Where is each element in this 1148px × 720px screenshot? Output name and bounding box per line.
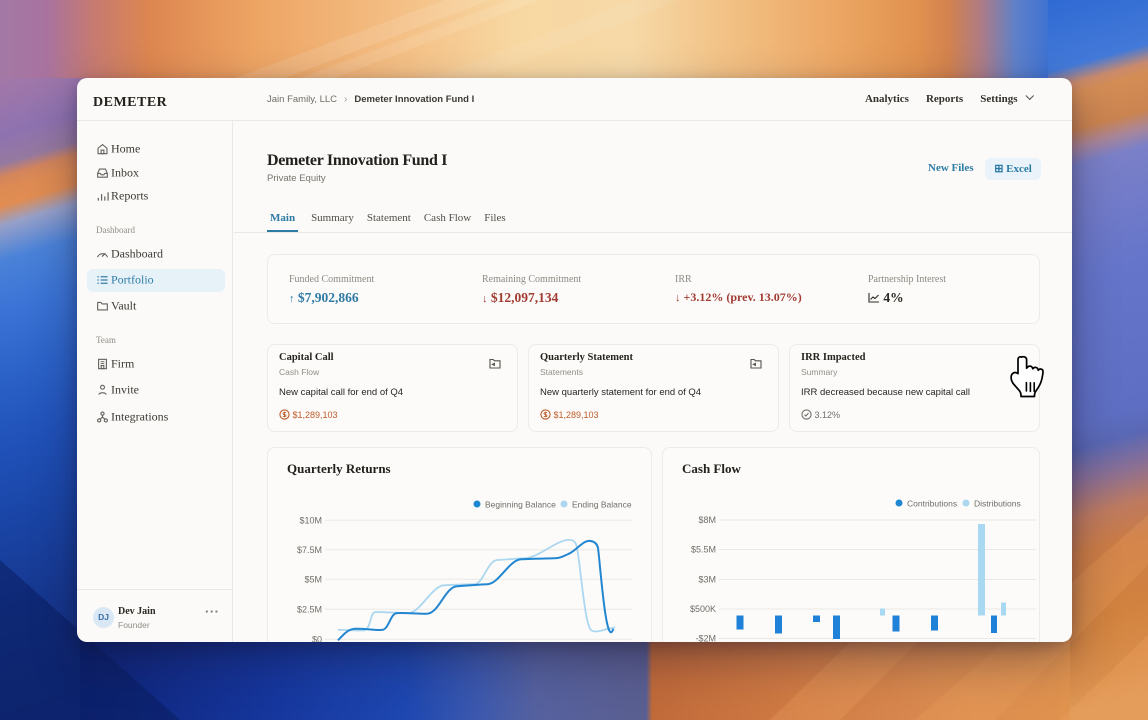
- svg-text:-$2M: -$2M: [695, 633, 716, 642]
- svg-text:$7.5M: $7.5M: [297, 544, 322, 554]
- svg-text:$3M: $3M: [698, 574, 716, 584]
- svg-text:$0: $0: [312, 634, 322, 642]
- svg-text:Beginning Balance: Beginning Balance: [485, 499, 556, 509]
- svg-text:$5.5M: $5.5M: [691, 544, 716, 554]
- svg-text:$2.5M: $2.5M: [297, 604, 322, 614]
- svg-text:$10M: $10M: [299, 515, 322, 525]
- svg-text:Contributions: Contributions: [907, 498, 957, 508]
- svg-text:$5M: $5M: [304, 574, 322, 584]
- svg-text:$8M: $8M: [698, 515, 716, 525]
- svg-text:Distributions: Distributions: [974, 498, 1021, 508]
- svg-text:Ending Balance: Ending Balance: [572, 499, 632, 509]
- svg-text:$500K: $500K: [690, 604, 716, 614]
